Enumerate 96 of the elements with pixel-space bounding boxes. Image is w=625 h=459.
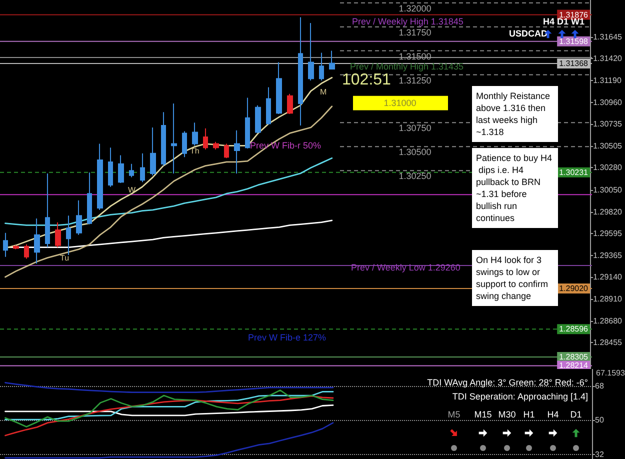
ref-line-label: 1.29020	[559, 284, 589, 293]
candlestick	[55, 222, 61, 248]
annotation: M30	[498, 410, 516, 420]
candlestick	[34, 218, 40, 264]
y-tick-label: 1.29365	[593, 250, 623, 260]
y-tick-label: 1.29820	[593, 207, 623, 216]
candlestick	[234, 130, 240, 174]
candlestick	[66, 215, 71, 256]
candlestick	[140, 152, 145, 183]
y-tick-label: 1.29140	[593, 272, 623, 282]
y-tick-label: 32	[595, 450, 604, 459]
candlestick	[118, 154, 124, 184]
candlestick	[76, 200, 82, 236]
candlestick	[3, 232, 8, 258]
y-tick-label: 1.29595	[593, 228, 623, 238]
text: 67.1593	[596, 368, 625, 378]
y-tick-label: 50	[595, 416, 604, 425]
candlestick	[161, 112, 166, 166]
ref-line-label: 1.28596	[559, 324, 589, 334]
y-tick-label: 1.28910	[593, 294, 623, 304]
candlestick	[319, 52, 324, 82]
line-series	[4, 395, 334, 436]
ref-line-label: 1.32000	[398, 3, 432, 14]
candlestick	[24, 244, 29, 260]
annotation: Tu	[60, 254, 70, 262]
y-tick-label: 1.31190	[593, 76, 622, 86]
annotation: Th	[190, 146, 200, 156]
line-series	[4, 390, 334, 428]
candlestick	[182, 130, 187, 158]
line-series	[4, 422, 334, 459]
annotation: M	[320, 88, 327, 96]
candlestick	[13, 244, 19, 250]
candlestick	[192, 122, 198, 146]
ref-line-label: 1.30231	[559, 168, 589, 177]
candlestick	[150, 126, 156, 176]
line-series	[4, 391, 334, 420]
y-tick-label: 1.30735	[593, 120, 623, 129]
y-tick-label: 1.30050	[593, 185, 623, 194]
ref-line-label: 1.31368	[559, 58, 589, 68]
ref-line-label: 1.28305	[559, 352, 589, 362]
y-tick-label: 1.28455	[593, 338, 623, 348]
annotation: H4 D1 W1	[543, 16, 585, 26]
candlestick	[45, 172, 50, 248]
candlestick	[329, 50, 335, 70]
line-series	[4, 404, 334, 416]
annotation: USDCAD	[509, 28, 548, 38]
line-series	[4, 382, 334, 394]
annotation: H4	[547, 410, 559, 420]
annotation: On H4 look for 3 swings to low or support to confirm swing change	[476, 255, 551, 301]
y-tick-label: 1.31645	[593, 32, 623, 42]
ref-line-label: 1.30500	[398, 147, 432, 158]
y-tick-label: 1.31420	[593, 54, 623, 63]
annotation: 102:51	[342, 72, 392, 88]
candlestick	[203, 128, 208, 150]
annotation: D1	[570, 410, 582, 420]
line-series	[4, 157, 333, 226]
y-tick-label: 1.30280	[593, 163, 623, 172]
candlestick	[97, 143, 103, 210]
candlestick	[171, 103, 177, 174]
candlestick	[266, 86, 271, 126]
candlestick	[298, 16, 303, 126]
candlestick	[287, 93, 293, 115]
candlestick	[108, 147, 113, 188]
candlestick	[224, 143, 229, 159]
ref-line-label: 1.31598	[559, 36, 589, 46]
y-tick-label: 1.30960	[593, 98, 623, 108]
y-tick-label: 1.30505	[593, 142, 623, 151]
annotation: M15	[474, 410, 492, 420]
annotation: Prev W Fib-r 50%	[250, 140, 322, 150]
annotation: W	[128, 186, 136, 194]
annotation: Prev / Monthly High 1.31435	[350, 62, 464, 72]
ref-line-label: 1.31876	[559, 10, 589, 20]
candlestick	[245, 97, 250, 150]
annotation: M5	[448, 410, 460, 420]
annotation: TDI WAvg Angle: 3° Green: 28° Red: -6°	[427, 378, 588, 388]
annotation: TDI Seperation: Approaching [1.4]	[452, 392, 588, 402]
ref-line-label: 1.30750	[398, 123, 432, 134]
candlestick	[255, 104, 261, 134]
band-label: 1.31000	[384, 98, 416, 108]
annotation: Monthly Reistance above 1.316 then last weeks high ~1.318	[476, 91, 553, 137]
y-tick-label: 1.28680	[593, 316, 623, 326]
annotation: Prev / Weekly High 1.31845	[352, 16, 464, 26]
line-series	[4, 106, 333, 278]
ref-line-label: 1.31750	[398, 27, 432, 38]
ref-line-label: 1.31250	[398, 75, 432, 86]
y-tick-label: 68	[595, 382, 604, 391]
candlestick	[129, 163, 134, 178]
candlestick	[308, 22, 314, 82]
candlestick	[213, 141, 219, 150]
ref-line-label: 1.30250	[398, 171, 432, 182]
candlestick	[87, 172, 92, 225]
candlestick	[276, 62, 282, 115]
annotation: H1	[523, 410, 535, 420]
annotation: Prev W Fib-e 127%	[248, 332, 326, 342]
annotation: Patience to buy H4 dips i.e. H4 pullback to BRN ~1.31 before bullish run continues	[476, 153, 552, 223]
ref-line-label: 1.28214	[559, 361, 589, 370]
